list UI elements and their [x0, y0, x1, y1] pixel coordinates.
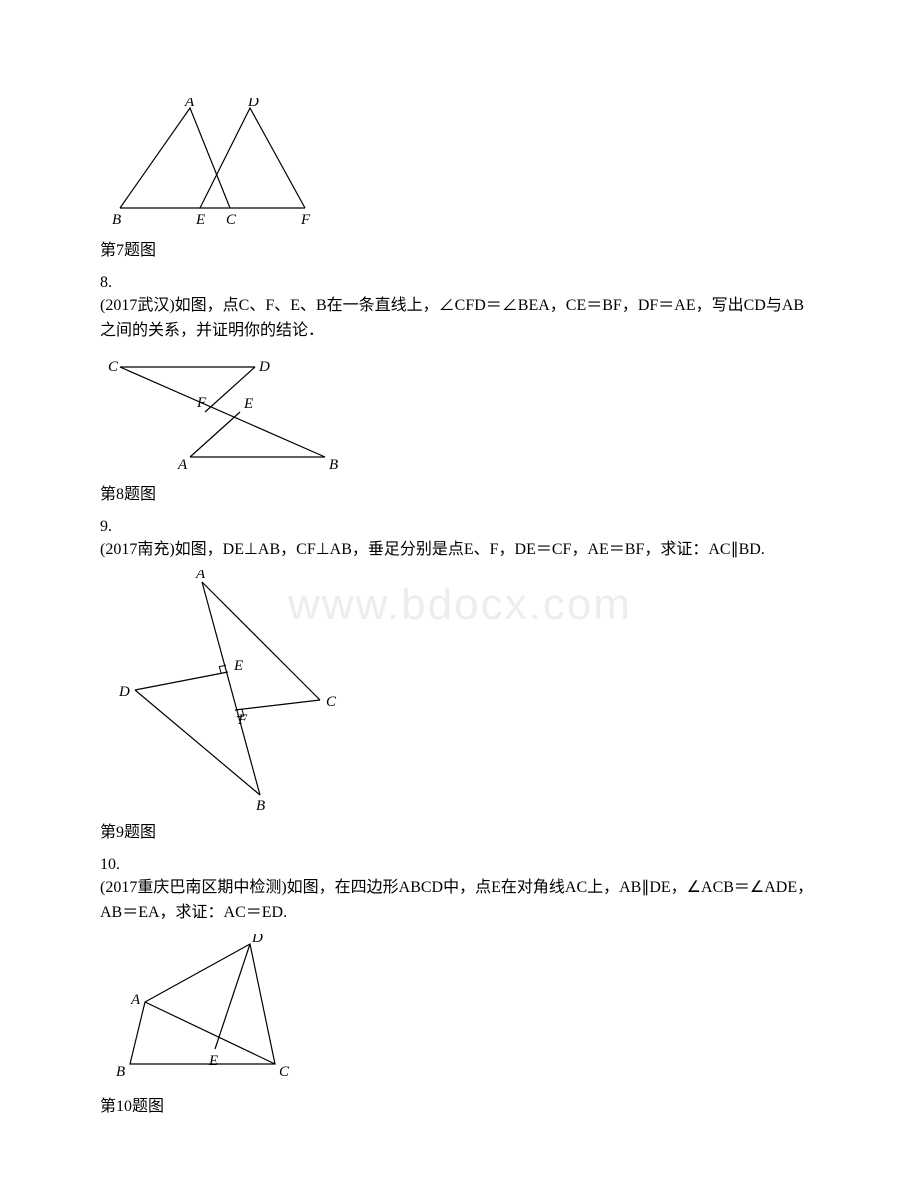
- q7-svg: A D B E C F: [100, 98, 330, 228]
- q9-text: (2017南充)如图，DE⊥AB，CF⊥AB，垂足分别是点E、F，DE＝CF，A…: [100, 538, 820, 563]
- svg-text:E: E: [195, 212, 205, 228]
- svg-text:F: F: [196, 395, 207, 411]
- svg-text:F: F: [237, 712, 248, 728]
- svg-text:A: A: [130, 992, 141, 1008]
- svg-text:D: D: [251, 934, 263, 946]
- svg-text:D: D: [247, 98, 259, 110]
- q8-text: (2017武汉)如图，点C、F、E、B在一条直线上，∠CFD＝∠BEA，CE＝B…: [100, 294, 820, 344]
- q10-text: (2017重庆巴南区期中检测)如图，在四边形ABCD中，点E在对角线AC上，AB…: [100, 876, 820, 926]
- q8-figure: C D F E A B: [100, 352, 820, 472]
- svg-text:C: C: [326, 694, 337, 710]
- q9-figure: A B D C E F: [100, 570, 820, 810]
- q9-caption: 第9题图: [100, 818, 820, 842]
- svg-text:C: C: [279, 1064, 290, 1080]
- q7-figure: A D B E C F: [100, 98, 820, 228]
- q8-svg: C D F E A B: [100, 352, 345, 472]
- svg-text:C: C: [226, 212, 237, 228]
- svg-text:A: A: [177, 457, 188, 472]
- svg-text:C: C: [108, 359, 119, 375]
- q10-figure: A D B C E: [100, 934, 820, 1084]
- q9-number: 9.: [100, 518, 820, 536]
- q10-caption: 第10题图: [100, 1092, 820, 1116]
- svg-text:E: E: [243, 396, 253, 412]
- q9-svg: A B D C E F: [100, 570, 345, 810]
- svg-text:D: D: [118, 684, 130, 700]
- page-content: A D B E C F 第7题图 8. (2017武汉)如图，点C、F、E、B在一条直线上…: [100, 98, 820, 1116]
- q8-caption: 第8题图: [100, 480, 820, 504]
- q10-number: 10.: [100, 856, 820, 874]
- svg-text:B: B: [256, 798, 265, 810]
- svg-text:F: F: [300, 212, 311, 228]
- svg-text:E: E: [208, 1053, 218, 1069]
- svg-text:B: B: [329, 457, 338, 472]
- q8-number: 8.: [100, 274, 820, 292]
- svg-text:A: A: [195, 570, 206, 582]
- svg-text:B: B: [116, 1064, 125, 1080]
- q10-svg: A D B C E: [100, 934, 300, 1084]
- svg-text:B: B: [112, 212, 121, 228]
- svg-text:E: E: [233, 658, 243, 674]
- q7-caption: 第7题图: [100, 236, 820, 260]
- svg-text:D: D: [258, 359, 270, 375]
- svg-text:A: A: [184, 98, 195, 110]
